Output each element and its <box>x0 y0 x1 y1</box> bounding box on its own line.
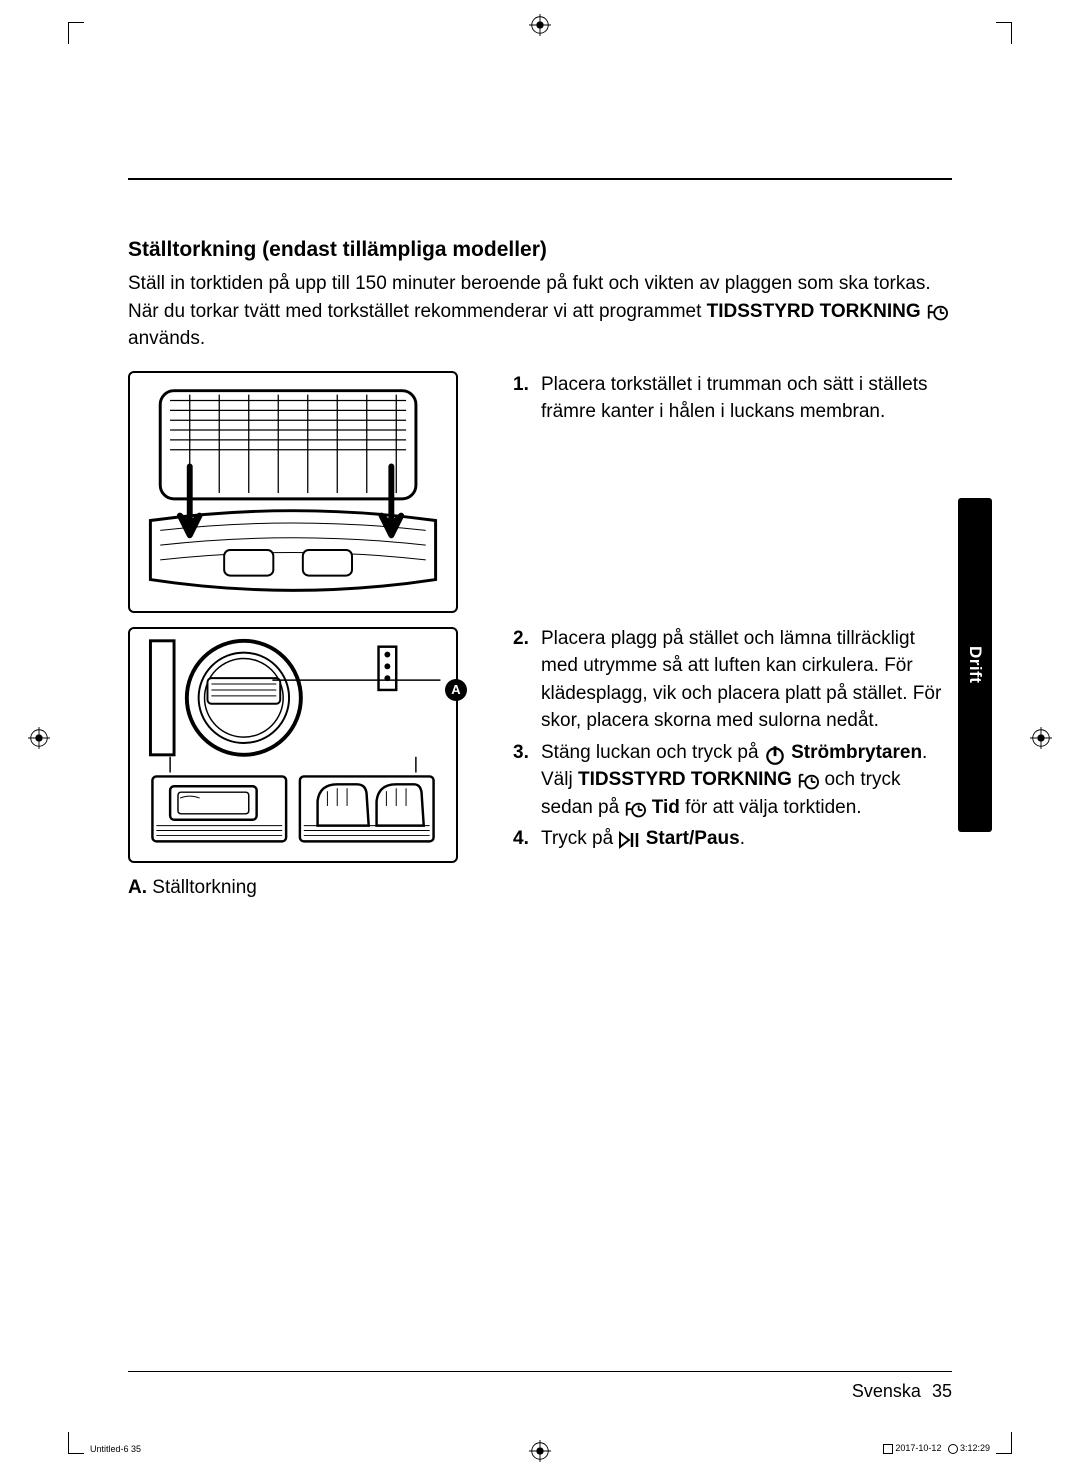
legend-text: Ställtorkning <box>152 877 257 898</box>
step-text: Tryck på Start/Paus. <box>541 825 952 853</box>
registration-mark-icon <box>28 727 50 749</box>
start-pause-icon <box>618 830 640 848</box>
figure-2: A <box>128 627 458 863</box>
power-icon <box>764 744 786 762</box>
page-content: Ställtorkning (endast tillämpliga modell… <box>128 178 952 1406</box>
step-text: Placera plagg på stället och lämna tillr… <box>541 625 952 735</box>
section-title: Ställtorkning (endast tillämpliga modell… <box>128 238 952 262</box>
print-meta-right: 2017-10-12 3:12:29 <box>883 1443 990 1454</box>
crop-mark <box>996 1432 1012 1454</box>
step-4: 4. Tryck på Start/Paus. <box>513 825 952 853</box>
footer: Svenska 35 <box>852 1381 952 1402</box>
footer-page-number: 35 <box>932 1381 952 1401</box>
print-meta-icon <box>883 1444 893 1454</box>
step3-timedry-label: TIDSSTYRD TORKNING <box>578 769 792 790</box>
registration-mark-icon <box>529 1440 551 1462</box>
steps-list: 1. Placera torkstället i trumman och sät… <box>513 371 952 853</box>
step-text: Placera torkstället i trumman och sätt i… <box>541 371 952 621</box>
crop-mark <box>68 22 84 44</box>
step-number: 1. <box>513 371 541 621</box>
step3-power-label: Strömbrytaren <box>786 742 922 763</box>
crop-mark <box>996 22 1012 44</box>
step-text: Stäng luckan och tryck på Strömbrytaren.… <box>541 739 952 822</box>
step-number: 4. <box>513 825 541 853</box>
callout-label-a: A <box>445 679 467 701</box>
figure-1 <box>128 371 458 613</box>
intro-paragraph: Ställ in torktiden på upp till 150 minut… <box>128 270 952 353</box>
registration-mark-icon <box>1030 727 1052 749</box>
two-column-layout: A A. Ställtorkning 1. Placera torkställe… <box>128 371 952 899</box>
registration-mark-icon <box>529 14 551 36</box>
footer-language: Svenska <box>852 1381 921 1401</box>
steps-column: 1. Placera torkstället i trumman och sät… <box>513 371 952 857</box>
time-dry-icon <box>797 771 819 789</box>
step3-tid-label: Tid <box>646 797 679 818</box>
step4-part-b: . <box>740 828 745 849</box>
time-icon <box>624 799 646 817</box>
top-rule <box>128 178 952 180</box>
print-meta-icon <box>948 1444 958 1454</box>
figure-legend: A. Ställtorkning <box>128 877 473 899</box>
time-dry-icon <box>926 303 948 321</box>
step3-part-a: Stäng luckan och tryck på <box>541 742 764 763</box>
step-3: 3. Stäng luckan och tryck på Strömbrytar… <box>513 739 952 822</box>
step-number: 2. <box>513 625 541 735</box>
print-meta-date: 2017-10-12 <box>895 1443 941 1453</box>
step-1: 1. Placera torkstället i trumman och sät… <box>513 371 952 621</box>
legend-letter: A. <box>128 877 147 898</box>
intro-bold-1: TIDSSTYRD TORKNING <box>707 301 921 322</box>
footer-rule <box>128 1371 952 1372</box>
side-tab-label: Drift <box>965 646 985 683</box>
print-meta-left: Untitled-6 35 <box>90 1444 141 1454</box>
step3-part-d: för att välja torktiden. <box>680 797 862 818</box>
figures-column: A A. Ställtorkning <box>128 371 473 899</box>
step4-start-label: Start/Paus <box>640 828 739 849</box>
intro-text-2: används. <box>128 328 205 349</box>
step-2: 2. Placera plagg på stället och lämna ti… <box>513 625 952 735</box>
print-meta-time: 3:12:29 <box>960 1443 990 1453</box>
step4-part-a: Tryck på <box>541 828 618 849</box>
step-number: 3. <box>513 739 541 822</box>
crop-mark <box>68 1432 84 1454</box>
section-side-tab: Drift <box>958 498 992 832</box>
